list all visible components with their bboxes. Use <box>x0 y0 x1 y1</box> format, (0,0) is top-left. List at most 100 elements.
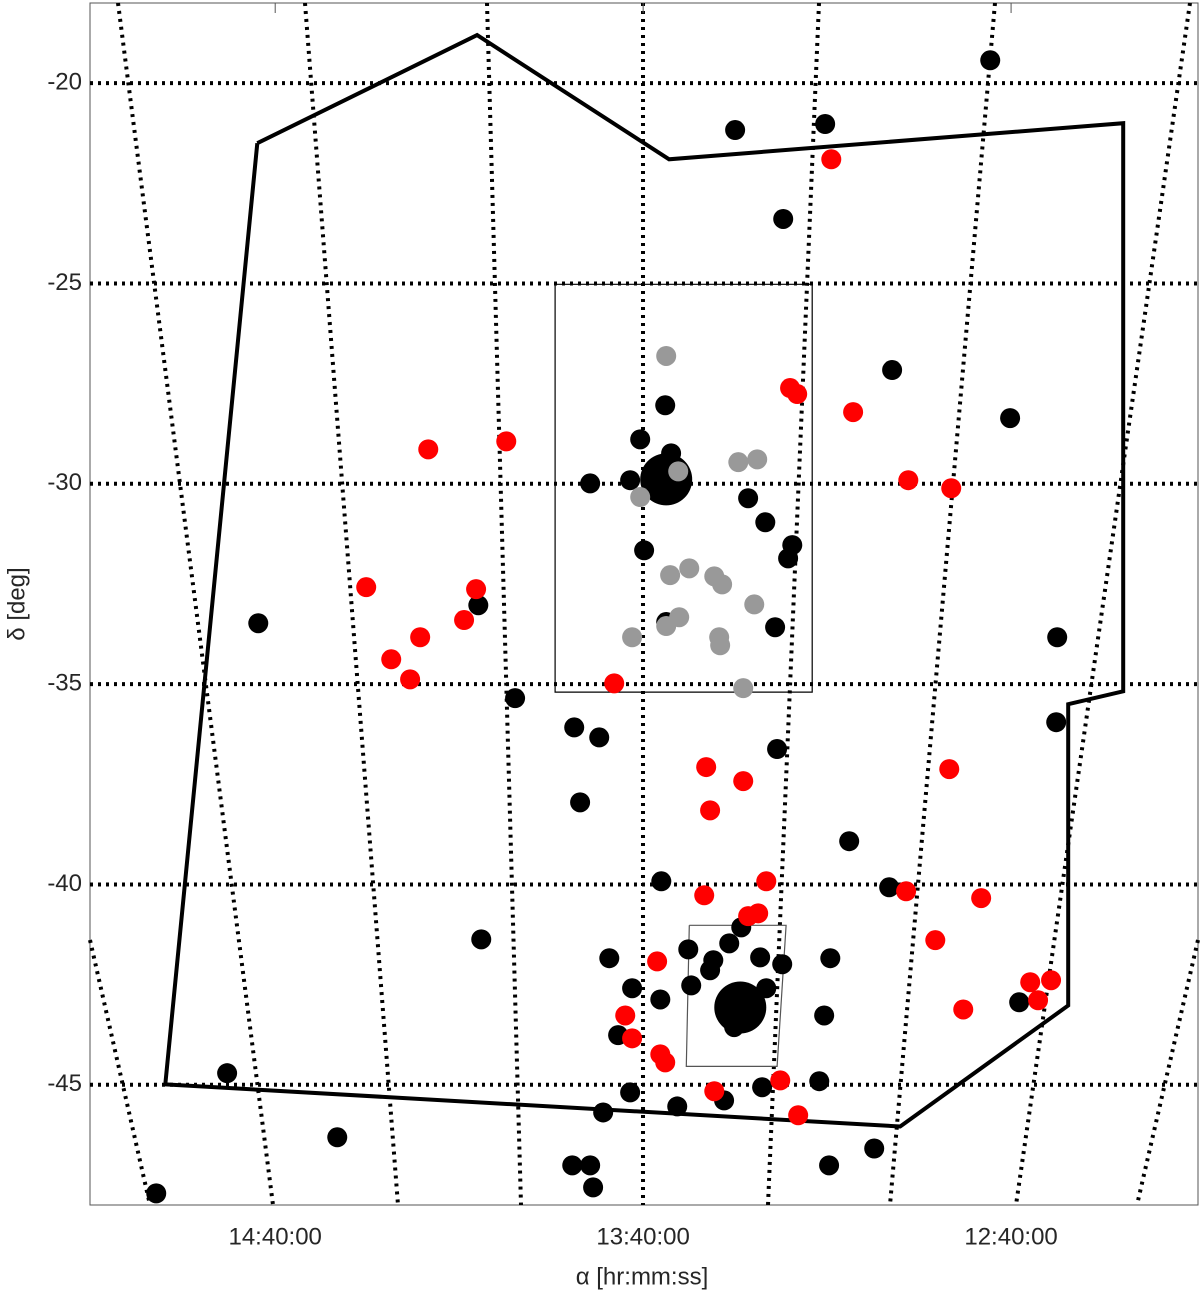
meridian-line <box>116 2 275 1206</box>
point <box>647 951 668 972</box>
point <box>468 595 489 616</box>
x-axis-label: α [hr:mm:ss] <box>576 1263 709 1290</box>
point <box>580 1155 601 1176</box>
point <box>248 613 269 634</box>
point <box>1009 992 1030 1013</box>
point <box>622 1028 643 1049</box>
outline <box>685 924 787 1067</box>
meridian-line <box>303 2 400 1206</box>
point <box>821 149 842 170</box>
point <box>660 565 681 586</box>
point <box>668 461 689 482</box>
outline <box>163 32 1126 1129</box>
y-tick-label: -40 <box>47 870 82 897</box>
point <box>941 478 962 499</box>
meridian-line <box>1135 939 1200 1206</box>
point <box>400 669 421 690</box>
meridian-line <box>766 2 821 1206</box>
point <box>814 1005 835 1026</box>
y-tick-label: -30 <box>47 469 82 496</box>
point <box>656 345 677 366</box>
point <box>679 558 700 579</box>
point <box>589 727 610 748</box>
y-axis-label: δ [deg] <box>3 567 30 640</box>
point <box>418 439 439 460</box>
point <box>752 1077 773 1098</box>
point <box>562 1155 583 1176</box>
point <box>815 114 836 135</box>
x-tick-label: 13:40:00 <box>596 1223 689 1250</box>
point <box>678 939 699 960</box>
point <box>650 989 671 1010</box>
point <box>681 975 702 996</box>
point <box>620 470 641 491</box>
point <box>843 402 864 423</box>
point <box>655 395 676 416</box>
point <box>604 673 625 694</box>
point <box>728 452 749 473</box>
point <box>622 978 643 999</box>
point <box>620 1082 641 1103</box>
point <box>700 800 721 821</box>
point <box>750 947 771 968</box>
meridian-line <box>88 939 152 1206</box>
point <box>583 1177 604 1198</box>
point <box>410 627 431 648</box>
point <box>725 120 746 141</box>
point <box>756 871 777 892</box>
point <box>696 757 717 778</box>
point <box>454 610 475 631</box>
point <box>738 488 759 509</box>
point <box>820 948 841 969</box>
point <box>471 929 492 950</box>
point <box>747 449 768 470</box>
y-tick-label: -45 <box>47 1070 82 1097</box>
point <box>896 881 917 902</box>
point <box>733 771 754 792</box>
point <box>879 877 900 898</box>
point <box>971 888 992 909</box>
y-tick-label: -25 <box>47 269 82 296</box>
point <box>466 579 487 600</box>
point <box>712 574 733 595</box>
point <box>630 429 651 450</box>
point <box>622 627 643 648</box>
meridian-line <box>1014 2 1192 1206</box>
point <box>327 1127 348 1148</box>
point <box>1047 627 1068 648</box>
meridian-line <box>485 2 523 1206</box>
point <box>719 933 740 954</box>
point <box>634 540 655 561</box>
point <box>593 1102 614 1123</box>
point <box>953 999 974 1020</box>
point <box>839 831 860 852</box>
point <box>770 1070 791 1091</box>
point <box>1046 712 1067 733</box>
point <box>381 649 402 670</box>
point <box>1020 972 1041 993</box>
point <box>819 1155 840 1176</box>
point <box>146 1183 167 1204</box>
point <box>1041 970 1062 991</box>
x-tick-label: 14:40:00 <box>228 1223 321 1250</box>
point <box>704 1081 725 1102</box>
point <box>787 384 808 405</box>
point <box>655 1052 676 1073</box>
point <box>656 616 677 637</box>
point <box>1028 990 1049 1011</box>
point <box>700 960 721 981</box>
point <box>496 431 517 452</box>
point <box>580 473 601 494</box>
point <box>767 739 788 760</box>
point <box>630 487 651 508</box>
point <box>809 1071 830 1092</box>
point <box>980 50 1001 71</box>
meridians <box>88 2 1200 1206</box>
point <box>714 981 767 1034</box>
y-tick-label: -20 <box>47 68 82 95</box>
point <box>755 512 776 533</box>
point <box>217 1063 238 1084</box>
point <box>564 717 585 738</box>
point <box>748 903 769 924</box>
